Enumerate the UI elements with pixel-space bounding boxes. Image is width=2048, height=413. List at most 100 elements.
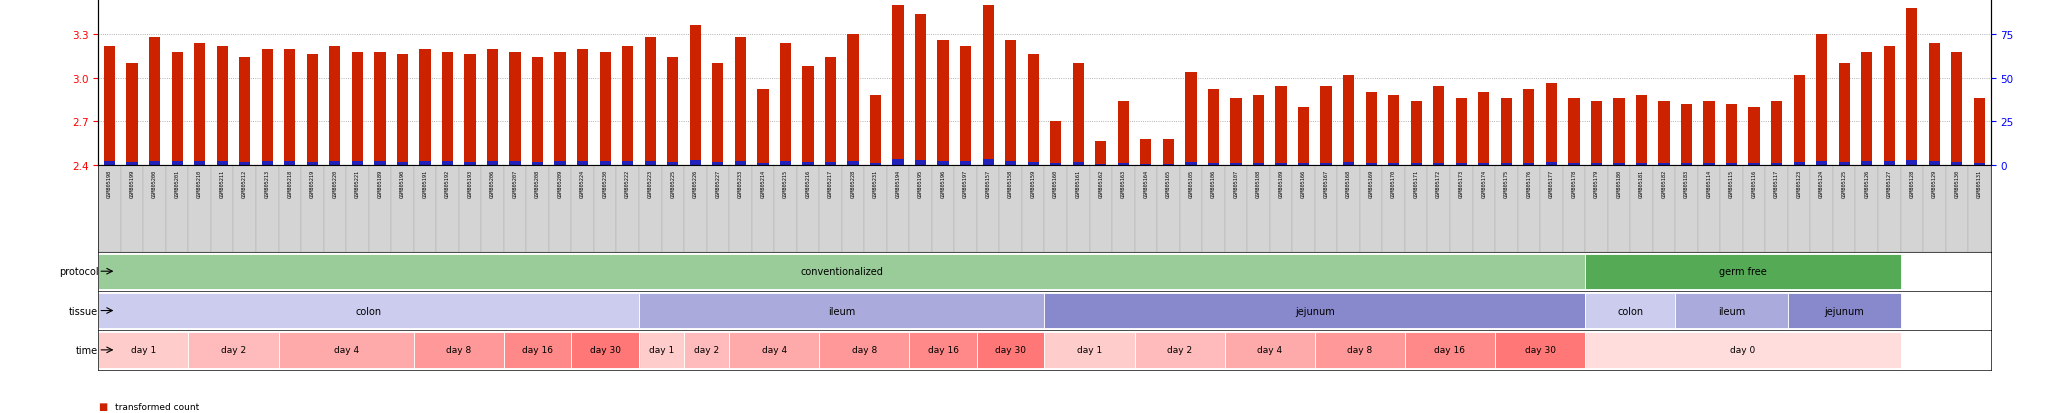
Bar (555, 52, 565, 165)
Text: colon: colon (356, 306, 381, 316)
Bar (549, 165, 571, 252)
Bar (623, 162, 633, 165)
Bar (1817, 35, 1827, 165)
Bar (932, 165, 954, 252)
Bar (1726, 164, 1737, 165)
Bar (1292, 165, 1315, 252)
Bar (1546, 84, 1556, 165)
Bar (1681, 164, 1692, 165)
Bar (98, 165, 121, 252)
Bar (1044, 293, 1585, 328)
Text: GSM805173: GSM805173 (1458, 170, 1464, 197)
Bar (121, 165, 143, 252)
Bar (1788, 293, 1901, 328)
Bar (1073, 64, 1083, 165)
Bar (1630, 165, 1653, 252)
Text: day 16: day 16 (1434, 346, 1466, 354)
Text: GSM805201: GSM805201 (174, 170, 180, 197)
Bar (510, 162, 520, 165)
Bar (819, 332, 909, 368)
Text: GSM805162: GSM805162 (1098, 170, 1104, 197)
Bar (819, 165, 842, 252)
Bar (1952, 162, 1962, 165)
Bar (307, 162, 317, 165)
Bar (1952, 52, 1962, 165)
Bar (1585, 254, 1901, 289)
Bar (1772, 164, 1782, 165)
Bar (1704, 102, 1714, 165)
Bar (143, 165, 166, 252)
Bar (1479, 164, 1489, 165)
Text: GSM805129: GSM805129 (1931, 170, 1937, 197)
Bar (999, 165, 1022, 252)
Bar (870, 96, 881, 165)
Bar (1411, 164, 1421, 165)
Bar (104, 47, 115, 165)
Bar (1772, 102, 1782, 165)
Text: day 2: day 2 (1167, 346, 1192, 354)
Bar (279, 332, 414, 368)
Bar (600, 52, 610, 165)
Text: GSM805214: GSM805214 (760, 170, 766, 197)
Text: GSM805206: GSM805206 (489, 170, 496, 197)
Text: GSM805222: GSM805222 (625, 170, 631, 197)
Bar (1974, 164, 1985, 165)
Text: GSM805190: GSM805190 (399, 170, 406, 197)
Bar (1343, 163, 1354, 165)
Text: GSM805160: GSM805160 (1053, 170, 1059, 197)
Text: GSM805125: GSM805125 (1841, 170, 1847, 197)
Text: day 2: day 2 (221, 346, 246, 354)
Bar (285, 50, 295, 165)
Text: GSM805174: GSM805174 (1481, 170, 1487, 197)
Bar (690, 161, 700, 165)
Bar (172, 52, 182, 165)
Bar (571, 165, 594, 252)
Text: GSM805230: GSM805230 (602, 170, 608, 197)
Bar (1720, 165, 1743, 252)
Text: ileum: ileum (827, 306, 856, 316)
Text: GSM805117: GSM805117 (1774, 170, 1780, 197)
Bar (510, 52, 520, 165)
Text: GSM805105: GSM805105 (1188, 170, 1194, 197)
Text: GSM805217: GSM805217 (827, 170, 834, 197)
Text: day 1: day 1 (649, 346, 674, 354)
Bar (1653, 165, 1675, 252)
Text: GSM805211: GSM805211 (219, 170, 225, 197)
Bar (578, 162, 588, 165)
Bar (346, 165, 369, 252)
Text: GSM805116: GSM805116 (1751, 170, 1757, 197)
Bar (240, 162, 250, 165)
Bar (1563, 165, 1585, 252)
Bar (1389, 164, 1399, 165)
Text: GSM805158: GSM805158 (1008, 170, 1014, 197)
Bar (1614, 99, 1624, 165)
Bar (1839, 162, 1849, 165)
Text: jejunum: jejunum (1825, 306, 1864, 316)
Text: GSM805189: GSM805189 (377, 170, 383, 197)
Bar (1180, 165, 1202, 252)
Bar (1382, 165, 1405, 252)
Text: GSM805123: GSM805123 (1796, 170, 1802, 197)
Bar (1405, 165, 1427, 252)
Bar (1389, 96, 1399, 165)
Bar (1855, 165, 1878, 252)
Bar (150, 38, 160, 165)
Text: GSM805192: GSM805192 (444, 170, 451, 197)
Bar (1006, 41, 1016, 165)
Bar (195, 162, 205, 165)
Text: GSM805178: GSM805178 (1571, 170, 1577, 197)
Text: GSM805218: GSM805218 (287, 170, 293, 197)
Text: GSM805106: GSM805106 (1210, 170, 1217, 197)
Bar (1923, 165, 1946, 252)
Text: GSM805108: GSM805108 (1255, 170, 1262, 197)
Bar (752, 165, 774, 252)
Text: day 4: day 4 (762, 346, 786, 354)
Text: GSM805115: GSM805115 (1729, 170, 1735, 197)
Bar (1315, 332, 1405, 368)
Text: GSM805128: GSM805128 (1909, 170, 1915, 197)
Bar (127, 162, 137, 165)
Bar (1614, 164, 1624, 165)
Bar (571, 332, 639, 368)
Bar (1907, 160, 1917, 165)
Bar (481, 165, 504, 252)
